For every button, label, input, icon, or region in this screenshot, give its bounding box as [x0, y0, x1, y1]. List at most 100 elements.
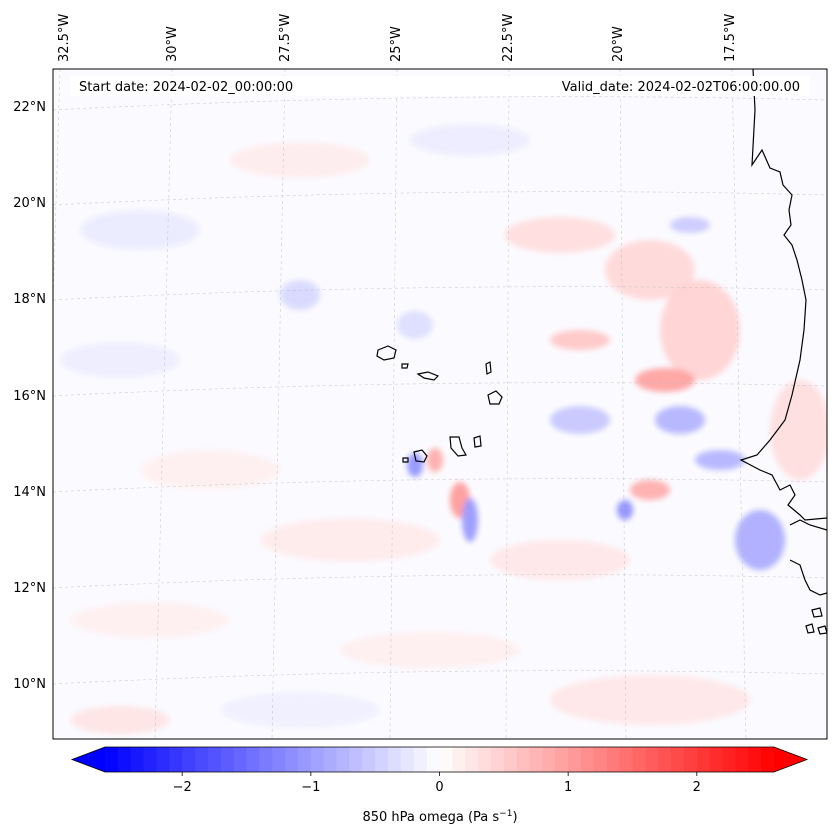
lon-label: 20°W — [611, 26, 626, 62]
lat-label: 22°N — [13, 100, 46, 115]
colorbar-segment — [207, 747, 222, 772]
lon-label: 25°W — [389, 26, 404, 62]
colorbar-segment — [285, 747, 299, 772]
colorbar-segment — [400, 747, 415, 772]
colorbar-tick-label: 1 — [564, 780, 572, 795]
colorbar-segment — [452, 747, 466, 772]
cape-verde-boa-vista — [487, 390, 503, 405]
colorbar-segment — [272, 747, 286, 772]
colorbar: −2 −1 0 1 2 850 hPa omega (Pa s−1) — [70, 746, 809, 825]
colorbar-segment — [105, 747, 119, 772]
lat-label: 10°N — [13, 677, 46, 692]
africa-coastline — [739, 69, 827, 521]
colorbar-segment — [130, 747, 145, 772]
omega-patch — [220, 692, 380, 728]
colorbar-segment — [722, 747, 737, 772]
omega-patch — [695, 450, 745, 470]
gambia-coast — [789, 519, 827, 531]
omega-patch — [70, 706, 170, 734]
colorbar-label-close: ) — [512, 810, 517, 825]
gridline-lat — [53, 191, 827, 206]
colorbar-segment — [542, 747, 556, 772]
latitude-labels: 22°N 20°N 18°N 16°N 14°N 12°N 10°N — [13, 100, 46, 692]
omega-patch — [462, 498, 478, 542]
cape-verde-sao-vicente — [401, 363, 409, 369]
lat-label: 12°N — [13, 581, 46, 596]
omega-patch — [635, 368, 695, 392]
gridline-lat — [53, 286, 827, 301]
colorbar-outline — [70, 746, 809, 773]
map-panel: Start date: 2024-02-02_00:00:00 Valid_da… — [52, 68, 828, 740]
colorbar-segment — [220, 747, 235, 772]
colorbar-segment — [465, 747, 479, 772]
lat-label: 18°N — [13, 292, 46, 307]
colorbar-segment — [169, 747, 183, 772]
cape-verde-sal — [485, 361, 492, 375]
colorbar-segment — [606, 747, 621, 772]
lon-label: 22.5°W — [501, 14, 516, 62]
colorbar-segment — [143, 747, 158, 772]
lon-label: 32.5°W — [57, 14, 72, 62]
omega-patch — [660, 280, 740, 380]
gridline-lat — [53, 574, 827, 589]
colorbar-tick-label: 2 — [693, 780, 701, 795]
colorbar-tick-label: −2 — [173, 780, 192, 795]
colorbar-segment — [413, 747, 428, 772]
colorbar-segment — [246, 747, 260, 772]
guinea-bissau-coast — [789, 559, 827, 596]
colorbar-segment — [593, 747, 608, 772]
omega-patch — [617, 500, 633, 520]
colorbar-ticks: −2 −1 0 1 2 — [173, 772, 701, 795]
bijagos-islands — [805, 607, 827, 635]
colorbar-segment — [349, 747, 363, 772]
gridline-lon — [271, 69, 286, 739]
omega-patch — [630, 480, 670, 500]
colorbar-segment — [761, 747, 775, 772]
gridline-lon — [154, 69, 173, 739]
omega-patch — [427, 448, 443, 472]
omega-patch — [505, 217, 615, 253]
colorbar-segment — [388, 747, 402, 772]
lon-label: 27.5°W — [278, 14, 293, 62]
map-frame — [52, 68, 828, 740]
colorbar-segment — [375, 747, 389, 772]
colorbar-segment — [568, 747, 582, 772]
colorbar-segment — [696, 747, 711, 772]
colorbar-extend-max — [774, 747, 807, 772]
omega-patch — [230, 142, 370, 178]
omega-patch — [550, 406, 610, 434]
omega-patch — [60, 342, 180, 378]
cape-verde-sao-nicolau — [416, 371, 440, 381]
colorbar-segment — [632, 747, 646, 772]
colorbar-segment — [117, 747, 132, 772]
omega-patch — [70, 602, 230, 638]
lat-label: 14°N — [13, 485, 46, 500]
colorbar-segment — [233, 747, 248, 772]
colorbar-segment — [362, 747, 376, 772]
gridlines — [53, 69, 827, 739]
colorbar-tick-label: 0 — [435, 780, 443, 795]
cape-verde-fogo — [413, 449, 428, 463]
lon-label: 17.5°W — [723, 14, 738, 62]
omega-patch — [140, 450, 280, 490]
omega-patch — [770, 380, 827, 480]
gridline-lat — [53, 382, 827, 397]
colorbar-segment — [439, 747, 453, 772]
colorbar-segment — [658, 747, 672, 772]
colorbar-label-exponent: −1 — [499, 809, 512, 819]
gridline-lon — [731, 69, 747, 739]
gridline-lat — [53, 96, 827, 111]
colorbar-label-main: 850 hPa omega (Pa s — [362, 810, 499, 825]
cape-verde-santo-antao — [376, 345, 397, 361]
colorbar-segment — [182, 747, 196, 772]
colorbar-segment — [735, 747, 749, 772]
lat-label: 16°N — [13, 389, 46, 404]
colorbar-segment — [645, 747, 659, 772]
omega-patch — [605, 240, 695, 300]
longitude-labels: 32.5°W 30°W 27.5°W 25°W 22.5°W 20°W 17.5… — [57, 14, 738, 62]
colorbar-segment — [529, 747, 544, 772]
omega-patch — [280, 280, 320, 310]
omega-patch — [735, 510, 785, 570]
omega-patch — [550, 330, 610, 350]
